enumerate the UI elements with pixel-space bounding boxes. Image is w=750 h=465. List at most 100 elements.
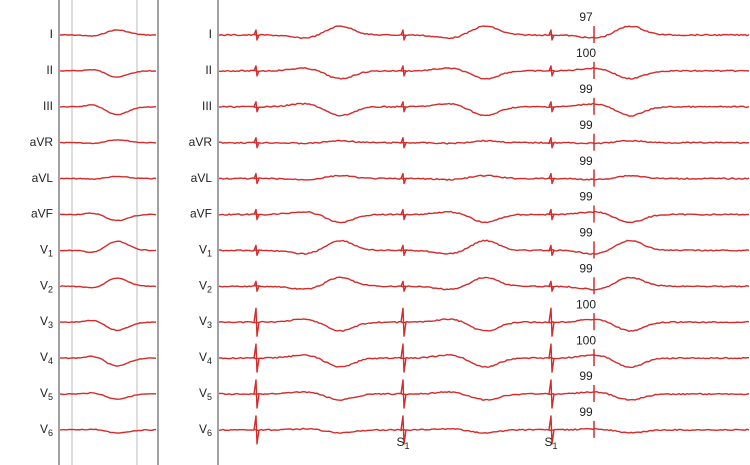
pacing-spike	[548, 137, 555, 149]
lead-label-subscript: 2	[48, 285, 53, 295]
pacing-spike	[400, 101, 407, 113]
lead-label-text: V	[40, 314, 48, 328]
ecg-trace	[218, 102, 750, 117]
ecg-trace	[59, 240, 157, 253]
pacing-spike	[253, 29, 260, 41]
pacing-spike	[548, 29, 555, 41]
pacing-spike	[253, 343, 260, 373]
pacing-spike	[253, 101, 260, 113]
lead-label-text: V	[199, 314, 207, 328]
lead-label-text: V	[199, 422, 207, 436]
lead-label: I	[209, 27, 212, 41]
ecg-trace	[218, 67, 750, 80]
lead-label: V4	[40, 350, 53, 366]
ecg-trace	[218, 276, 750, 291]
ecg-trace	[59, 319, 157, 332]
pacing-spike	[548, 379, 555, 409]
ecg-trace	[59, 391, 156, 400]
lead-label: V4	[199, 350, 212, 366]
stimulus-label-text: S	[544, 435, 552, 449]
lead-label-text: V	[40, 278, 48, 292]
lead-label: III	[202, 99, 212, 113]
match-score: 99	[579, 118, 593, 132]
pacing-spike	[253, 415, 260, 445]
lead-label-subscript: 6	[207, 428, 212, 438]
lead-label-text: V	[199, 386, 207, 400]
stimulus-label: S1	[396, 435, 409, 451]
lead-label: V2	[199, 278, 212, 294]
lead-label-text: V	[40, 243, 48, 257]
pacing-spike	[400, 65, 407, 77]
lead-label-subscript: 2	[207, 285, 212, 295]
match-score: 100	[576, 333, 596, 347]
lead-label: I	[50, 27, 53, 41]
lead-label: aVR	[189, 135, 213, 149]
pacing-spike	[400, 343, 407, 373]
match-score: 99	[579, 226, 593, 240]
pacing-spike	[400, 137, 407, 149]
lead-label: V6	[40, 422, 53, 438]
lead-label: V3	[40, 314, 53, 330]
ecg-trace	[59, 69, 157, 78]
lead-label: V5	[40, 386, 53, 402]
lead-label: aVF	[190, 207, 212, 221]
ecg-trace	[219, 390, 750, 401]
ecg-trace	[218, 427, 750, 434]
lead-label: aVF	[31, 207, 53, 221]
lead-label: II	[205, 63, 212, 77]
lead-label: V1	[199, 243, 212, 259]
ecg-trace	[218, 318, 750, 333]
match-score: 99	[579, 369, 593, 383]
pacing-spike	[253, 280, 260, 292]
ecg-trace	[59, 355, 157, 367]
lead-label-text: V	[199, 278, 207, 292]
stimulus-label: S1	[544, 435, 557, 451]
lead-label-text: V	[199, 243, 207, 257]
ecg-trace	[218, 25, 750, 40]
pacing-spike	[548, 280, 555, 292]
ecg-trace	[59, 104, 157, 116]
match-score: 99	[579, 82, 593, 96]
ecg-trace	[218, 210, 750, 224]
pacing-spike	[400, 379, 407, 409]
pacing-spike	[548, 307, 555, 337]
lead-label-subscript: 5	[207, 392, 212, 402]
lead-label-text: V	[40, 422, 48, 436]
lead-label-subscript: 4	[48, 356, 53, 366]
lead-label-subscript: 3	[48, 321, 53, 331]
lead-label: III	[43, 99, 53, 113]
ecg-trace	[60, 29, 157, 37]
match-score: 100	[576, 297, 596, 311]
pacing-spike	[548, 101, 555, 113]
match-score: 100	[576, 46, 596, 60]
lead-label: aVL	[32, 171, 54, 185]
lead-label: V5	[199, 386, 212, 402]
pacing-spike	[400, 29, 407, 41]
lead-label-text: V	[40, 350, 48, 364]
pacing-spike	[253, 172, 260, 185]
pacing-spike	[400, 307, 407, 337]
lead-label-text: V	[199, 350, 207, 364]
pacing-spike	[253, 244, 260, 257]
pacing-spike	[548, 244, 555, 257]
pacing-spike	[253, 137, 260, 149]
ecg-trace	[59, 212, 157, 222]
ecg-trace	[59, 139, 157, 145]
lead-label-subscript: 3	[207, 321, 212, 331]
lead-label: V3	[199, 314, 212, 330]
match-score: 99	[579, 190, 593, 204]
lead-label: V2	[40, 278, 53, 294]
ecg-trace	[218, 353, 749, 369]
ecg-trace	[219, 139, 750, 145]
lead-label-subscript: 6	[48, 428, 53, 438]
match-score: 99	[579, 261, 593, 275]
pacing-spike	[400, 415, 407, 445]
lead-label-subscript: 1	[207, 249, 212, 259]
pacing-spike	[400, 172, 407, 185]
pacing-spike	[548, 208, 555, 221]
pacing-spike	[253, 65, 260, 77]
lead-label: aVR	[30, 135, 54, 149]
pacing-spike	[548, 65, 555, 77]
ecg-trace	[59, 428, 157, 434]
